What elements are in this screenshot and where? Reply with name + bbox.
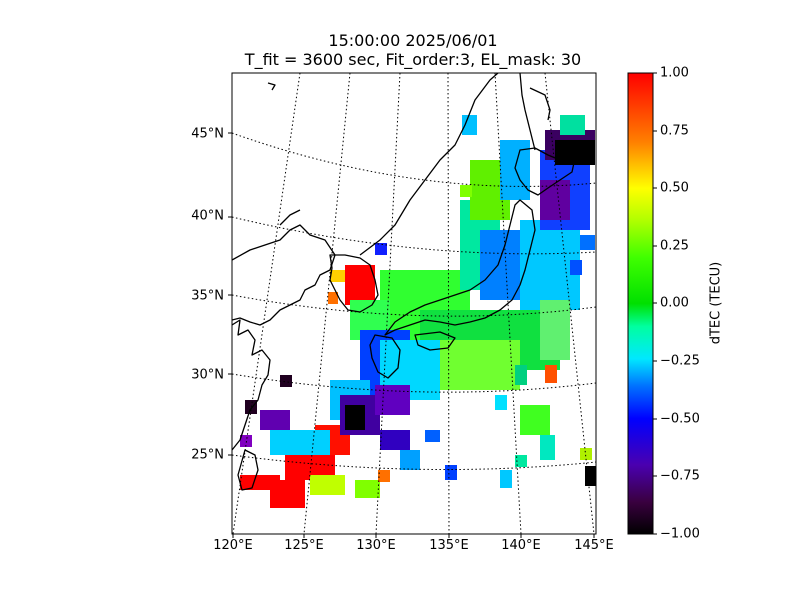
coastline-okhotsk bbox=[529, 87, 551, 121]
graticule-lon-125 bbox=[303, 73, 351, 534]
graticule-lat-45 bbox=[232, 132, 596, 187]
colorbar-tick-label: −0.75 bbox=[660, 468, 700, 484]
dtec-cell bbox=[328, 292, 338, 304]
lat-tick-label: 40°N bbox=[191, 208, 224, 224]
dtec-cell bbox=[310, 475, 345, 495]
lat-tick-label: 25°N bbox=[191, 447, 224, 463]
graticule bbox=[232, 73, 596, 534]
lon-tick-label: 135°E bbox=[429, 538, 469, 553]
dtec-cell bbox=[500, 140, 530, 200]
dtec-cell bbox=[345, 265, 375, 305]
dtec-cell bbox=[400, 450, 420, 470]
coastline-korea bbox=[329, 254, 379, 313]
map-area bbox=[232, 73, 596, 534]
dtec-cell bbox=[555, 140, 595, 165]
dtec-cell bbox=[462, 115, 477, 135]
colorbar bbox=[627, 72, 654, 535]
lat-tick-label: 30°N bbox=[191, 367, 224, 383]
dtec-cell bbox=[540, 300, 570, 360]
coastline-honshu bbox=[384, 199, 536, 336]
graticule-lon-145 bbox=[544, 73, 595, 534]
map-title-time: 15:00:00 2025/06/01 bbox=[328, 31, 498, 50]
graticule-lon-135 bbox=[447, 73, 450, 534]
lon-tick-label: 140°E bbox=[501, 538, 541, 553]
dtec-cell bbox=[515, 455, 527, 467]
coastline-islands bbox=[354, 419, 361, 426]
coastline-sakhalin bbox=[519, 73, 536, 151]
dtec-cell bbox=[585, 466, 596, 486]
dtec-cell bbox=[245, 400, 257, 414]
dtec-cell bbox=[378, 470, 390, 482]
dtec-cell bbox=[375, 385, 410, 415]
colorbar-tick-label: −0.50 bbox=[660, 411, 700, 427]
graticule-lon-130 bbox=[375, 73, 401, 534]
lat-tick-label: 35°N bbox=[191, 288, 224, 304]
coastline-bohai bbox=[232, 224, 336, 326]
dtec-cell bbox=[540, 435, 555, 460]
dtec-cell bbox=[240, 435, 252, 447]
dtec-cell bbox=[425, 430, 440, 442]
dtec-cell bbox=[345, 405, 365, 430]
coastline-hokkaido bbox=[514, 147, 576, 196]
dtec-cells bbox=[240, 115, 596, 508]
colorbar-tick-marks bbox=[653, 72, 657, 535]
dtec-cell bbox=[500, 470, 512, 488]
dtec-cell bbox=[445, 465, 457, 480]
dtec-cell bbox=[280, 375, 292, 387]
lat-tick-label: 45°N bbox=[191, 126, 224, 142]
lon-tick-marks bbox=[232, 534, 595, 538]
dtec-cell bbox=[515, 365, 527, 385]
dtec-cell bbox=[330, 270, 345, 282]
graticule-lon-120 bbox=[232, 73, 301, 534]
dtec-cell bbox=[270, 430, 330, 455]
dtec-cell bbox=[520, 405, 550, 435]
colorbar-tick-label: −1.00 bbox=[660, 526, 700, 542]
dtec-cell bbox=[560, 115, 585, 135]
lat-tick-marks bbox=[228, 132, 232, 456]
coastline-china bbox=[232, 319, 271, 451]
coastlines bbox=[232, 73, 576, 491]
dtec-cell bbox=[270, 480, 305, 508]
colorbar-tick-label: 1.00 bbox=[660, 65, 689, 81]
coastline-primorye bbox=[359, 73, 499, 256]
dtec-cell bbox=[495, 395, 507, 410]
lon-tick-label: 130°E bbox=[356, 538, 396, 553]
dtec-cell bbox=[260, 410, 290, 430]
dtec-cell bbox=[540, 180, 570, 220]
colorbar-tick-label: −0.25 bbox=[660, 353, 700, 369]
dtec-cell bbox=[580, 448, 592, 460]
coastline-shikoku bbox=[414, 331, 456, 351]
coastline-liaodong bbox=[279, 209, 301, 226]
dtec-cell bbox=[460, 185, 472, 197]
lon-tick-label: 120°E bbox=[213, 538, 253, 553]
coastline-taiwan bbox=[237, 449, 259, 491]
dtec-cell bbox=[380, 430, 410, 450]
lon-tick-label: 145°E bbox=[574, 538, 614, 553]
map-frame bbox=[231, 72, 597, 535]
map-title-params: T_fit = 3600 sec, Fit_order:3, EL_mask: … bbox=[244, 50, 582, 69]
dtec-cell bbox=[480, 230, 520, 300]
dtec-cell bbox=[570, 260, 582, 275]
dtec-cell bbox=[440, 340, 520, 390]
dtec-cell bbox=[375, 243, 387, 255]
colorbar-label: dTEC (TECU) bbox=[708, 261, 724, 345]
colorbar-tick-label: 0.75 bbox=[660, 123, 689, 139]
colorbar-tick-label: 0.00 bbox=[660, 295, 689, 311]
coastline-kyushu bbox=[369, 334, 401, 379]
dtec-cell bbox=[545, 365, 557, 383]
coastline-north bbox=[267, 82, 276, 91]
graticule-lon-140 bbox=[494, 73, 522, 534]
colorbar-tick-label: 0.25 bbox=[660, 238, 689, 254]
lon-tick-label: 125°E bbox=[284, 538, 324, 553]
colorbar-tick-label: 0.50 bbox=[660, 180, 689, 196]
dtec-cell bbox=[355, 480, 380, 498]
dtec-cell bbox=[580, 235, 595, 250]
